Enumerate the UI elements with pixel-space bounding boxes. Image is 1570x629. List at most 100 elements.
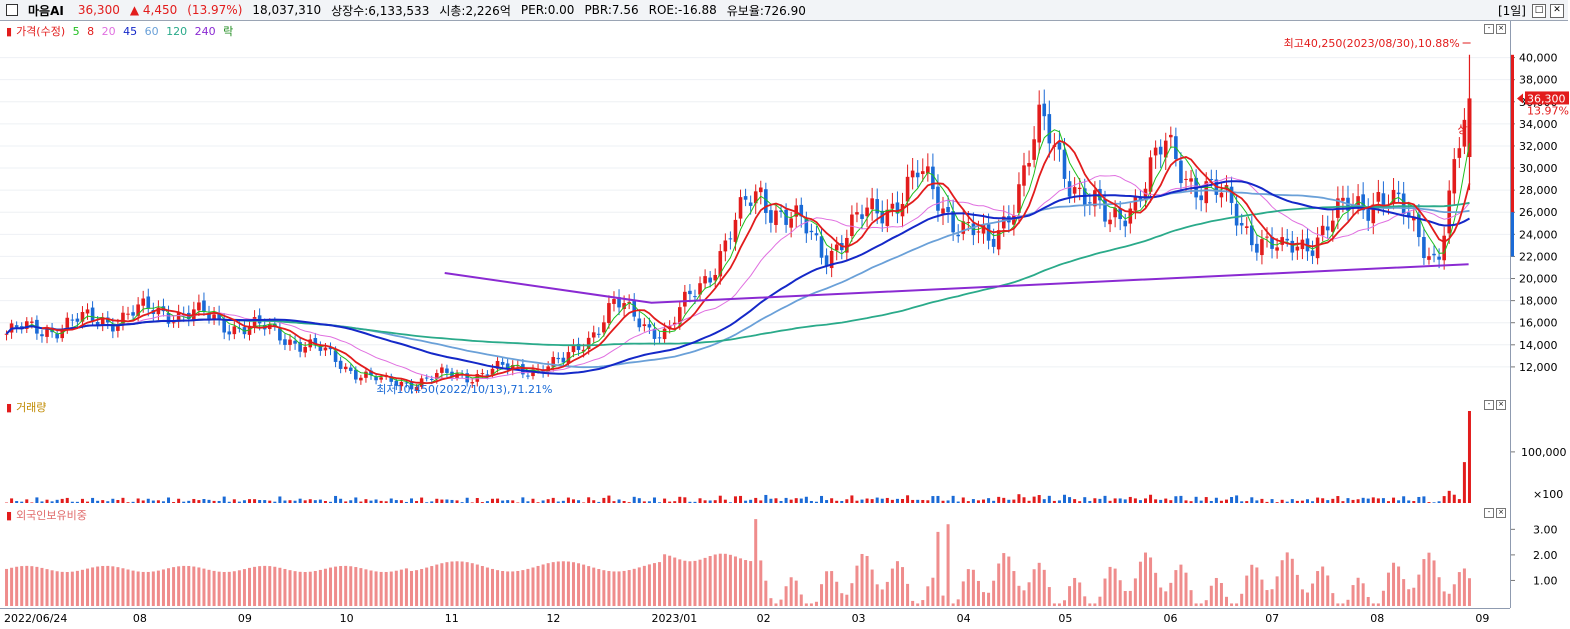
candle-body [338,360,343,369]
candle-body [328,346,333,350]
foreign-ratio-pane[interactable]: ▮ 외국인보유비중 - × [0,505,1510,609]
volume-bar [313,500,317,503]
candle-body [1437,256,1441,260]
price-tick-label: 16,000 [1519,317,1558,330]
candle-body [1330,220,1335,232]
maximize-icon[interactable]: □ [1532,3,1546,18]
price-axis: 40,00038,00036,00034,00032,00030,00028,0… [1510,21,1569,397]
volume-bar [232,499,236,503]
foreign-bar [612,571,616,606]
foreign-bar [1381,590,1385,606]
volume-bar [222,496,226,503]
pane-minimize-icon[interactable]: - [1484,400,1494,410]
foreign-bar [1219,583,1223,606]
candle-body [1366,209,1371,221]
volume-bar [268,500,272,503]
pane-close-icon[interactable]: × [1496,508,1506,518]
select-checkbox[interactable] [6,4,18,16]
candle-body [1001,216,1006,229]
price-tick-label: 28,000 [1519,184,1558,197]
volume-bar [992,500,996,503]
foreign-bar [490,568,494,606]
volume-bar [359,501,363,503]
foreign-bar [890,568,894,606]
foreign-bar [1255,567,1259,606]
volume-bar [121,497,125,503]
candle-body [986,224,991,241]
x-label: 2023/01 [651,612,698,625]
foreign-bar [642,565,646,606]
volume-bar [1138,500,1142,503]
foreign-bar [693,560,697,606]
price-pane[interactable]: ▮ 가격(수정) 5 8 20 45 60 120 240 락 - × 최고40,… [0,21,1510,398]
volume-bar [389,498,393,503]
volume-bar [1022,497,1026,503]
candle-body [855,212,859,215]
foreign-bar [30,566,34,606]
candle-body [1265,236,1269,238]
foreign-bar [379,571,383,606]
volume-bar [1371,497,1375,503]
volume-bar [728,502,732,503]
candle-body [789,218,793,228]
volume-bar [379,500,383,503]
price-axis-svg: 40,00038,00036,00034,00032,00030,00028,0… [1511,52,1569,374]
foreign-bar [161,569,165,606]
volume-bar [80,498,84,503]
pane-minimize-icon[interactable]: - [1484,508,1494,518]
volume-bar [1113,498,1117,503]
x-label: 02 [756,612,771,625]
volume-pane[interactable]: ▮ 거래량 - × [0,397,1510,506]
last-candle-body [1467,98,1472,157]
candle-body [1042,103,1047,117]
candle-body [242,327,247,335]
candle-body [936,186,940,211]
volume-bar [789,499,793,503]
pane-close-icon[interactable]: × [1496,400,1506,410]
candle-body [1422,237,1426,259]
close-icon[interactable]: ✕ [1550,3,1564,18]
candle-body [966,222,971,224]
candle-body [586,337,591,349]
pane-minimize-icon[interactable]: - [1484,24,1494,34]
candle-body [60,329,65,339]
volume-bar [982,499,986,503]
candle-body [1224,185,1229,190]
candle-body [131,312,135,316]
pane-close-icon[interactable]: × [1496,24,1506,34]
volume-chart [5,411,1471,503]
volume-legend: ▮ 거래량 [6,401,47,414]
foreign-bar [622,570,626,606]
candle-body [1209,179,1214,181]
candle-body [860,214,864,219]
volume-bar [1037,495,1041,503]
period-selector[interactable]: [1일] [1497,4,1526,18]
foreign-bar [1063,600,1067,606]
foreign-bar [25,565,29,606]
candle-body [495,360,500,369]
foreign-bar [855,565,859,606]
foreign-bar [1336,603,1340,606]
foreign-bar [673,557,677,606]
candle-body [637,318,642,328]
candle-body [323,347,328,351]
volume-bar [597,501,601,503]
volume-bar [1214,497,1218,503]
candle-body [718,251,723,277]
foreign-bar [399,569,403,606]
candle-body [288,339,292,345]
foreign-bar [926,586,930,606]
reserve-ratio: 유보율:726.90 [726,3,806,18]
candle-body [445,368,449,373]
foreign-bar [627,570,631,606]
foreign-bar [1427,552,1431,606]
foreign-bar [1047,587,1051,606]
volume-bar [450,499,454,503]
foreign-bar [556,561,560,606]
candle-body [379,377,383,380]
foreign-bar [20,566,24,606]
foreign-bar [1007,556,1011,606]
volume-bar [875,497,879,503]
foreign-bar [754,519,758,606]
foreign-bar [951,603,955,606]
